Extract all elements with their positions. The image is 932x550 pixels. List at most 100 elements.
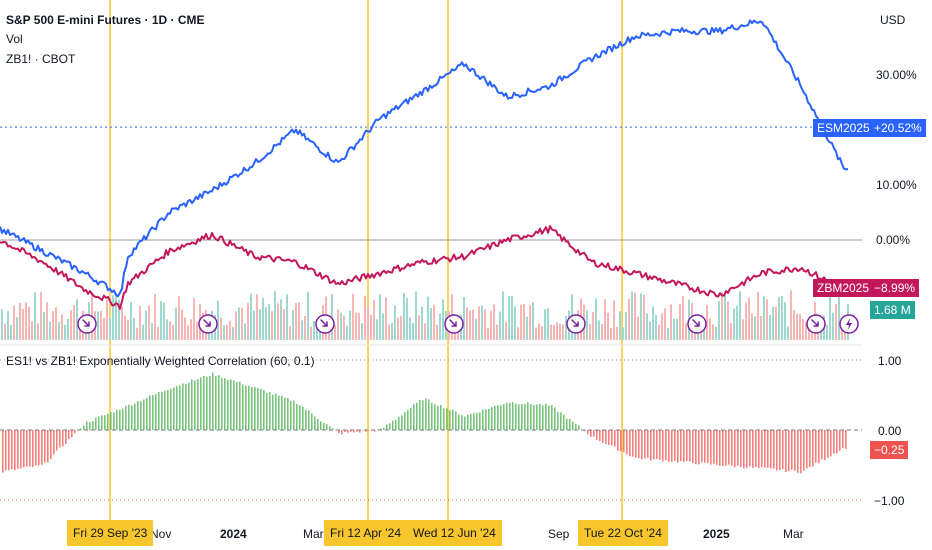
- dividend-event-icon[interactable]: [444, 314, 464, 334]
- lightning-event-icon[interactable]: [839, 314, 859, 334]
- volume-bar: [673, 318, 675, 340]
- volume-bar: [190, 319, 192, 340]
- volume-bar: [538, 323, 540, 340]
- volume-bar: [280, 299, 282, 340]
- correlation-bar: [77, 429, 79, 431]
- correlation-bar: [467, 414, 469, 430]
- correlation-bar: [716, 430, 718, 465]
- month-label-mar-2024: Mar: [303, 527, 324, 541]
- volume-bar: [139, 305, 141, 340]
- correlation-bar: [197, 379, 199, 430]
- volume-bar: [67, 318, 69, 340]
- volume-bar: [766, 299, 768, 340]
- correlation-bar: [611, 430, 613, 446]
- volume-bar: [19, 303, 21, 340]
- volume-bar: [664, 308, 666, 340]
- correlation-bar: [608, 430, 610, 445]
- volume-bar: [223, 325, 225, 340]
- volume-bar: [301, 320, 303, 340]
- date-highlight-jun-2024[interactable]: Wed 12 Jun '24: [407, 520, 502, 546]
- volume-bar: [481, 305, 483, 340]
- dividend-event-icon[interactable]: [687, 314, 707, 334]
- volume-bar: [334, 324, 336, 340]
- volume-bar: [622, 327, 624, 340]
- volume-bar: [565, 316, 567, 340]
- correlation-bar: [728, 430, 730, 465]
- dividend-event-icon[interactable]: [198, 314, 218, 334]
- compare-legend: ZB1! · CBOT: [6, 52, 76, 66]
- volume-bar: [115, 292, 117, 340]
- volume-bar: [376, 319, 378, 340]
- correlation-bar: [518, 404, 520, 430]
- correlation-bar: [149, 395, 151, 430]
- date-highlight-oct-2024[interactable]: Tue 22 Oct '24: [578, 520, 668, 546]
- dividend-event-icon[interactable]: [566, 314, 586, 334]
- volume-bar: [412, 322, 414, 340]
- correlation-bar: [29, 430, 31, 467]
- volume-bar: [601, 324, 603, 340]
- dividend-event-icon[interactable]: [315, 314, 335, 334]
- arrow-glyph: [811, 319, 819, 327]
- volume-bar: [772, 306, 774, 340]
- correlation-bar: [290, 401, 292, 430]
- correlation-bar: [572, 421, 574, 430]
- volume-bar: [679, 303, 681, 340]
- volume-bar: [652, 306, 654, 340]
- volume-bar: [517, 327, 519, 340]
- correlation-bar: [239, 381, 241, 430]
- correlation-bar: [713, 430, 715, 464]
- correlation-bar: [113, 412, 115, 430]
- volume-bar: [154, 293, 156, 340]
- correlation-bar: [800, 430, 802, 474]
- correlation-bar: [38, 430, 40, 466]
- volume-bar: [361, 323, 363, 340]
- correlation-bar: [509, 402, 511, 430]
- correlation-bar: [47, 430, 49, 463]
- correlation-bar: [548, 405, 550, 430]
- volume-bar: [502, 291, 504, 340]
- correlation-bar: [194, 380, 196, 430]
- correlation-bar: [53, 430, 55, 455]
- dividend-event-icon[interactable]: [806, 314, 826, 334]
- volume-bar: [370, 314, 372, 340]
- volume-bar: [799, 314, 801, 340]
- volume-bar: [103, 317, 105, 340]
- correlation-bar: [569, 418, 571, 430]
- date-highlight-apr-2024[interactable]: Fri 12 Apr '24: [324, 520, 407, 546]
- correlation-bar: [95, 417, 97, 430]
- correlation-bar: [812, 430, 814, 467]
- correlation-bar: [41, 430, 43, 465]
- correlation-bar: [647, 430, 649, 458]
- correlation-bar: [821, 430, 823, 460]
- dividend-event-icon[interactable]: [77, 314, 97, 334]
- volume-bar: [124, 315, 126, 340]
- correlation-bar: [560, 412, 562, 430]
- volume-bar: [619, 311, 621, 340]
- correlation-bar: [683, 430, 685, 463]
- correlation-bar: [494, 405, 496, 430]
- correlation-bar: [620, 430, 622, 452]
- correlation-bar: [785, 430, 787, 472]
- date-highlight-sep-2023[interactable]: Fri 29 Sep '23: [67, 520, 154, 546]
- correlation-bar: [443, 408, 445, 430]
- correlation-bar: [566, 418, 568, 430]
- arrow-glyph: [571, 319, 579, 327]
- correlation-bar: [632, 430, 634, 457]
- correlation-bar: [602, 430, 604, 443]
- correlation-bar: [155, 393, 157, 430]
- correlation-bar: [590, 430, 592, 437]
- correlation-bar: [275, 393, 277, 430]
- volume-bar: [61, 314, 63, 340]
- volume-bar: [343, 315, 345, 340]
- correlation-bar: [380, 428, 382, 430]
- currency-label[interactable]: USD: [880, 13, 906, 27]
- volume-bar: [532, 302, 534, 340]
- correlation-bar: [536, 404, 538, 430]
- volume-bar: [397, 317, 399, 340]
- correlation-bar: [245, 385, 247, 430]
- volume-bar: [337, 309, 339, 340]
- correlation-bar: [470, 413, 472, 430]
- correlation-bar: [101, 415, 103, 430]
- correlation-bar: [314, 416, 316, 430]
